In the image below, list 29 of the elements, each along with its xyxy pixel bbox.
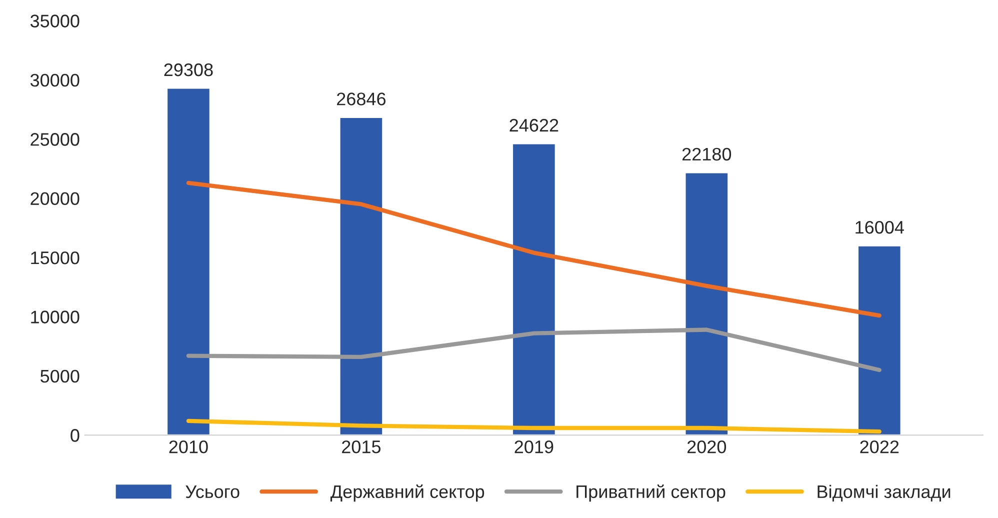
legend-label: Державний сектор bbox=[330, 484, 484, 502]
bar bbox=[166, 87, 211, 436]
y-tick-label: 20000 bbox=[30, 192, 80, 206]
data-label: 16004 bbox=[856, 220, 904, 234]
bar bbox=[512, 142, 556, 436]
bar bbox=[857, 244, 902, 436]
x-tick-label: 2022 bbox=[860, 440, 899, 454]
x-tick-label: 2020 bbox=[687, 440, 726, 454]
data-label: 26846 bbox=[337, 92, 386, 106]
data-label: 24622 bbox=[510, 118, 558, 132]
y-tick-label: 5000 bbox=[40, 370, 80, 383]
line-series bbox=[186, 328, 882, 372]
x-tick-label: 2019 bbox=[514, 440, 554, 454]
bar bbox=[684, 172, 729, 436]
x-tick-label: 2010 bbox=[169, 440, 208, 454]
data-label: 29308 bbox=[164, 63, 213, 76]
x-tick-label: 2015 bbox=[342, 440, 381, 454]
line-series bbox=[186, 418, 882, 434]
y-tick-label: 10000 bbox=[31, 310, 80, 324]
legend-label: Усього bbox=[186, 486, 240, 498]
y-tick-label: 35000 bbox=[30, 14, 80, 28]
y-tick-label: 25000 bbox=[30, 133, 80, 146]
bar bbox=[338, 116, 384, 436]
data-label: 22180 bbox=[682, 148, 732, 161]
y-tick-label: 30000 bbox=[30, 74, 80, 87]
legend-label: Відомчі заклади bbox=[818, 484, 950, 502]
y-tick-label: 15000 bbox=[31, 251, 80, 264]
legend-label: Приватний сектор bbox=[576, 484, 726, 502]
y-tick-label: 0 bbox=[70, 429, 80, 442]
